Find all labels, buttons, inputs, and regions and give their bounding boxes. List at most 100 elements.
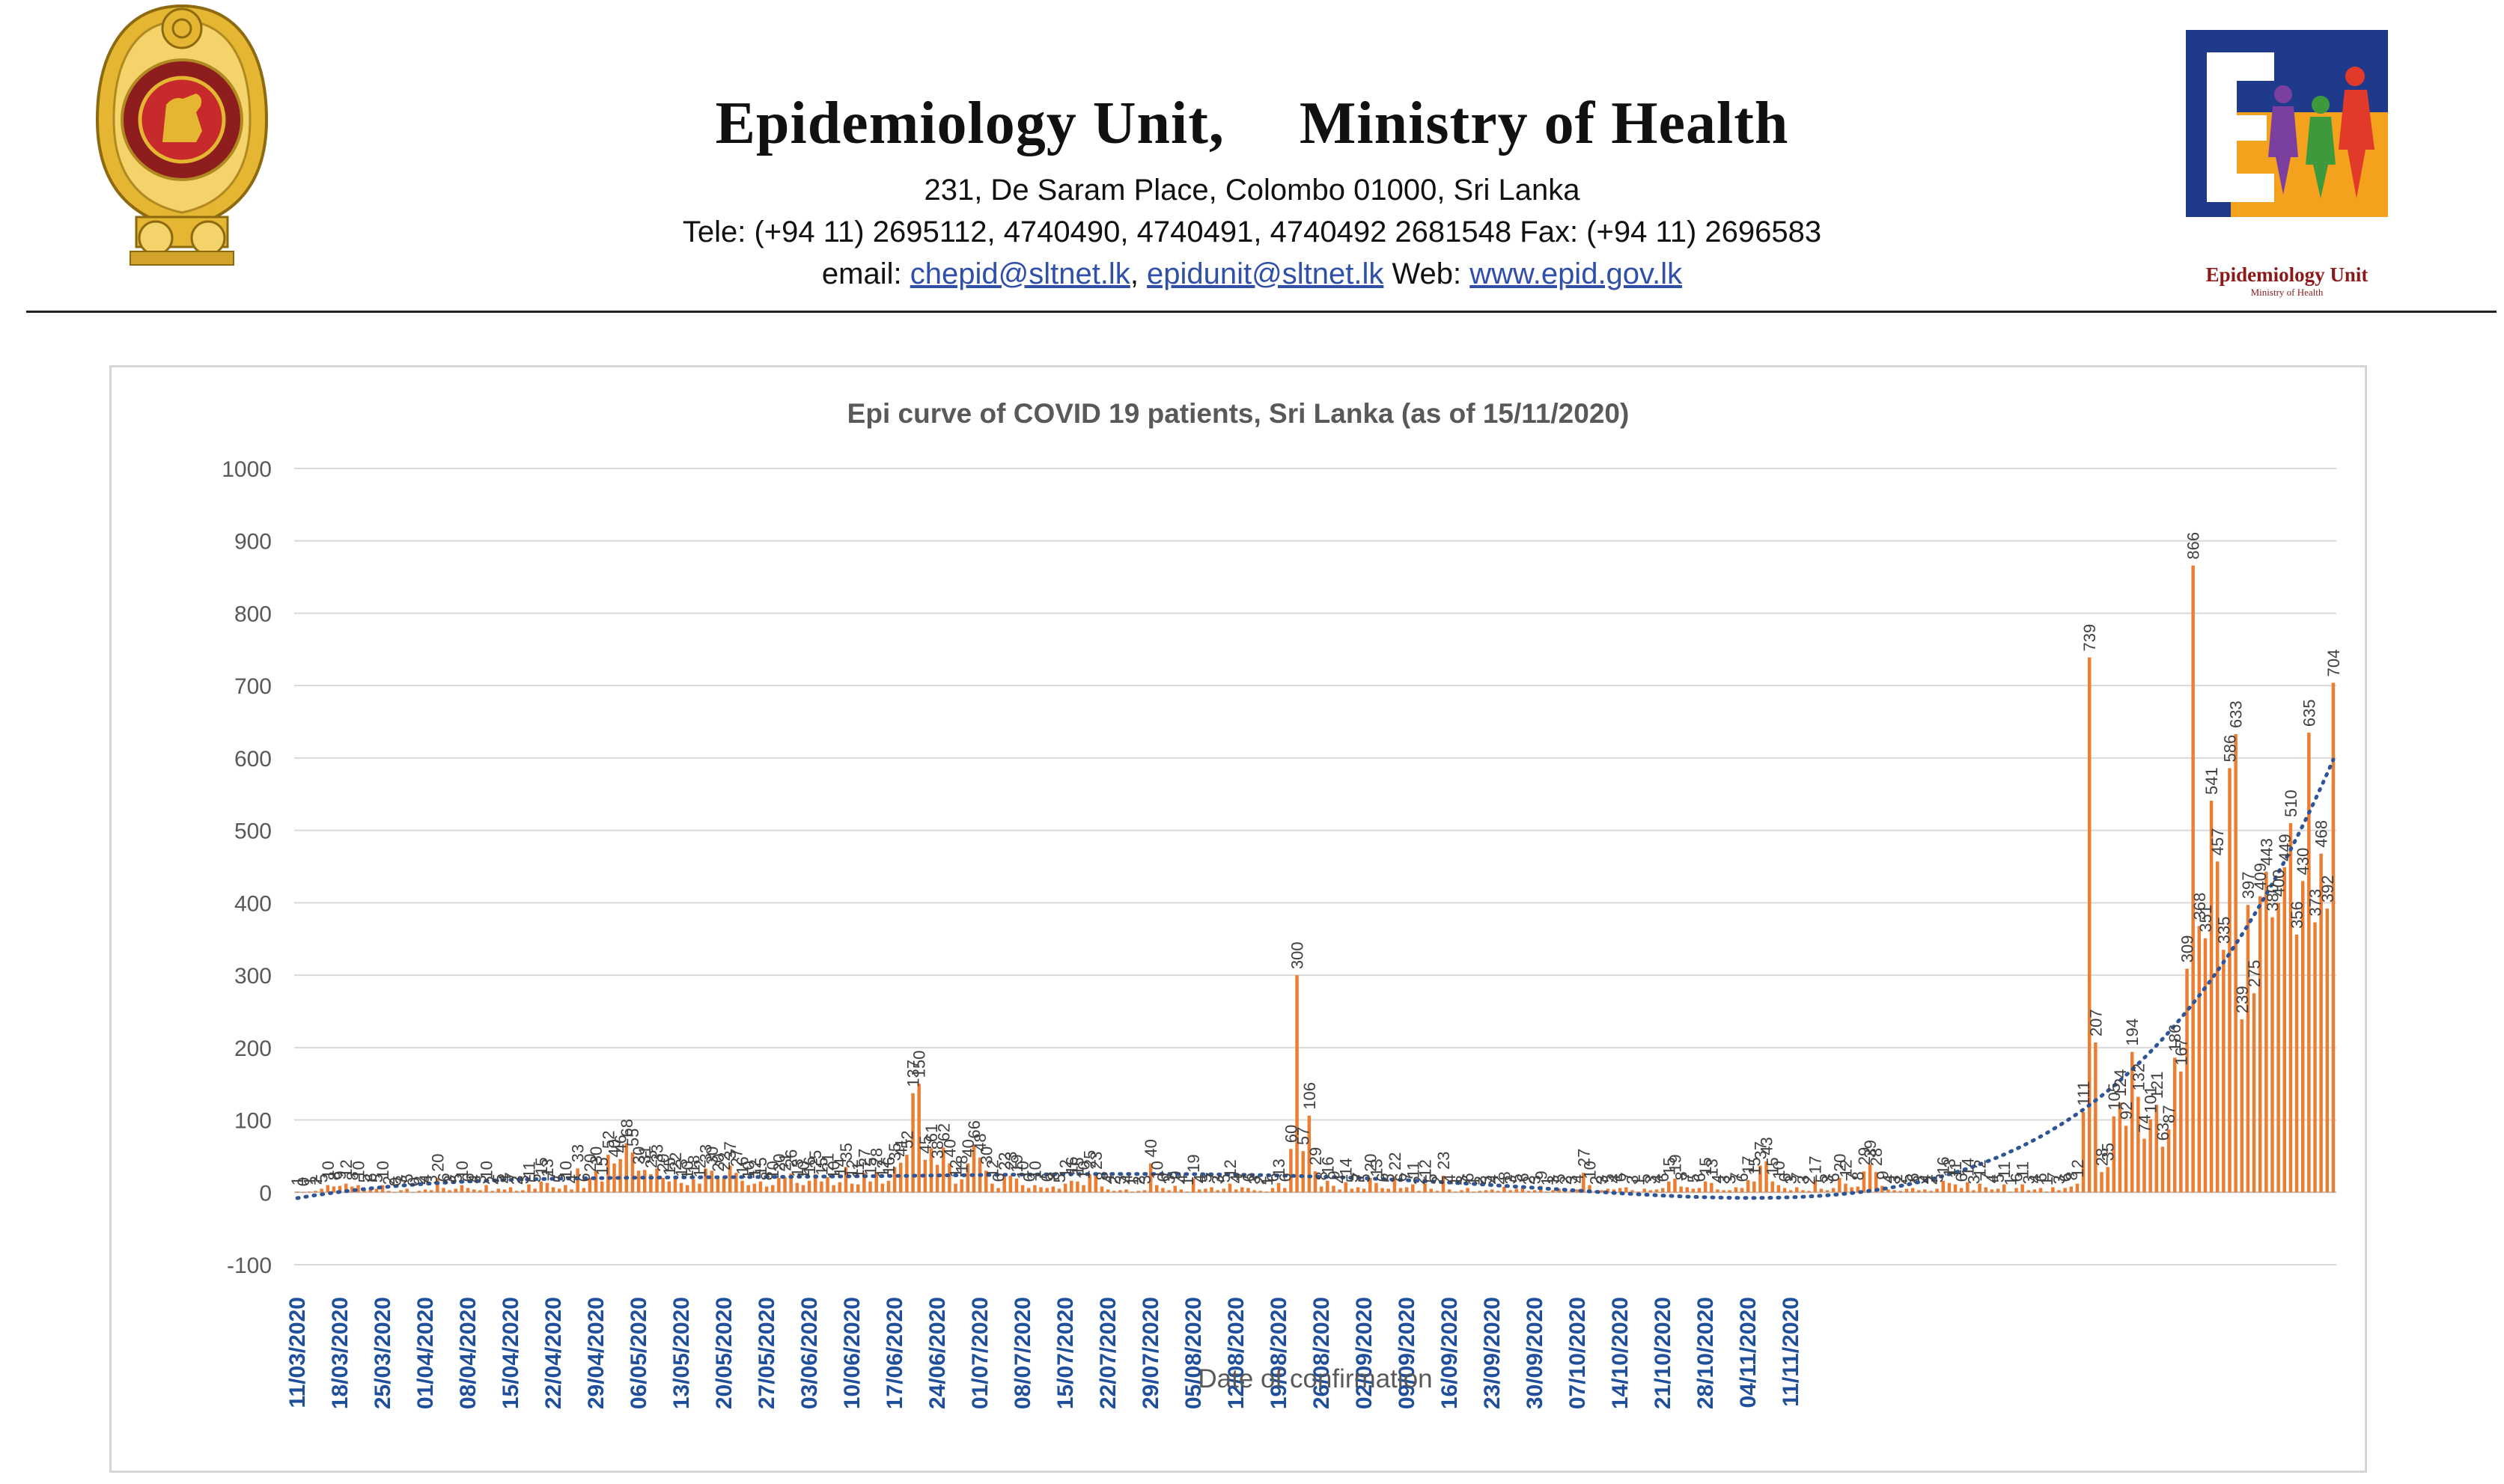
data-label: 16	[800, 1156, 819, 1174]
data-label: 1	[2001, 1176, 2020, 1185]
bar	[478, 1190, 482, 1193]
bar	[807, 1180, 811, 1193]
x-axis-tick-labels: 11/03/2020 18/03/2020 25/03/2020 01/04/2020…	[285, 1297, 1803, 1409]
bar	[2075, 1183, 2080, 1193]
bar	[1020, 1185, 1025, 1193]
bar	[2270, 917, 2274, 1193]
data-label: 5	[356, 1173, 374, 1182]
bar	[338, 1185, 342, 1193]
bar	[1929, 1191, 1933, 1193]
bar	[436, 1177, 439, 1193]
data-label: 33	[569, 1144, 588, 1162]
data-label: 7	[1233, 1172, 1252, 1181]
data-label: 66	[965, 1120, 984, 1138]
bar	[1014, 1178, 1019, 1193]
data-label: 6	[1459, 1173, 1478, 1182]
bar	[2197, 926, 2202, 1193]
email-link-chepid[interactable]: chepid@sltnet.lk	[910, 257, 1130, 290]
data-label: 704	[2324, 650, 2343, 677]
bar	[2258, 896, 2262, 1193]
website-link[interactable]: www.epid.gov.lk	[1469, 257, 1683, 290]
bar	[1685, 1187, 1689, 1193]
x-tick-label: 03/06/2020	[797, 1297, 822, 1409]
x-tick-label: 24/06/2020	[925, 1297, 950, 1409]
data-label: 11	[849, 1161, 868, 1179]
data-label: 5	[368, 1173, 386, 1182]
bar	[1575, 1189, 1580, 1193]
data-label: 0	[386, 1177, 404, 1186]
data-label: 7	[1843, 1172, 1862, 1181]
data-label: 16	[880, 1156, 898, 1174]
bar	[814, 1174, 817, 1193]
data-label: 6	[1776, 1173, 1794, 1182]
data-label: 31	[636, 1146, 654, 1164]
bar	[1179, 1189, 1184, 1193]
email-link-epidunit[interactable]: epidunit@sltnet.lk	[1147, 257, 1384, 290]
data-label: 17	[1806, 1155, 1825, 1173]
bar	[1204, 1188, 1207, 1193]
bar	[2142, 1138, 2146, 1193]
data-label: 19	[1008, 1154, 1026, 1172]
bar	[642, 1170, 647, 1193]
data-label: 60	[1282, 1125, 1300, 1143]
data-label: 8	[1849, 1171, 1868, 1180]
data-label: 4	[1099, 1174, 1118, 1183]
bar	[1990, 1189, 1994, 1193]
data-label: 5	[1684, 1173, 1703, 1182]
data-label: 23	[1002, 1152, 1020, 1170]
bar	[1880, 1185, 1884, 1193]
data-label: 2	[1892, 1176, 1910, 1185]
bar	[484, 1185, 488, 1193]
bar	[758, 1181, 763, 1193]
bar	[795, 1182, 799, 1193]
bar	[1332, 1185, 1335, 1193]
data-label: 21	[819, 1152, 838, 1170]
bar	[1953, 1184, 1958, 1193]
bar	[686, 1185, 689, 1193]
bar	[564, 1185, 567, 1193]
data-label: 13	[1940, 1158, 1959, 1176]
bar	[2057, 1190, 2061, 1193]
bar	[1636, 1191, 1640, 1193]
data-label: 30	[703, 1146, 722, 1164]
bar	[2276, 903, 2280, 1193]
data-label: 55	[624, 1129, 642, 1146]
bar	[1191, 1178, 1195, 1193]
data-label: 30	[977, 1146, 996, 1164]
bar	[1429, 1188, 1433, 1193]
x-tick-label: 07/10/2020	[1565, 1297, 1590, 1409]
data-label: 2	[1922, 1176, 1940, 1185]
data-label: 20	[581, 1153, 600, 1171]
data-label: 10	[1014, 1161, 1032, 1179]
bar	[1112, 1191, 1116, 1193]
bar	[746, 1185, 750, 1193]
bar	[356, 1185, 360, 1193]
bar	[1070, 1180, 1073, 1193]
bar	[496, 1188, 501, 1193]
bar	[1417, 1191, 1421, 1193]
bar	[1612, 1189, 1616, 1193]
data-label: 12	[874, 1159, 892, 1177]
data-label: 10	[374, 1161, 392, 1179]
data-label: 5	[1422, 1173, 1441, 1182]
bar	[1307, 1115, 1312, 1193]
data-label: 5	[1380, 1173, 1398, 1182]
bar	[570, 1189, 573, 1193]
bar	[1532, 1190, 1537, 1193]
data-label: 4	[1483, 1174, 1502, 1183]
data-label: 3	[1721, 1175, 1740, 1184]
data-label: 150	[910, 1050, 929, 1078]
data-label: 2	[1556, 1176, 1575, 1185]
bar	[2154, 1105, 2159, 1193]
data-label: 8	[1672, 1171, 1691, 1180]
bar	[399, 1190, 403, 1193]
data-label: 7	[2044, 1172, 2062, 1181]
data-label: 4	[1879, 1174, 1898, 1183]
bar	[2008, 1191, 2012, 1193]
data-label: 12	[843, 1159, 862, 1177]
data-label: 9	[1324, 1170, 1343, 1179]
bar	[460, 1185, 464, 1193]
bar	[1892, 1190, 1896, 1193]
bar	[1508, 1190, 1512, 1193]
data-label: 6	[1733, 1173, 1752, 1182]
